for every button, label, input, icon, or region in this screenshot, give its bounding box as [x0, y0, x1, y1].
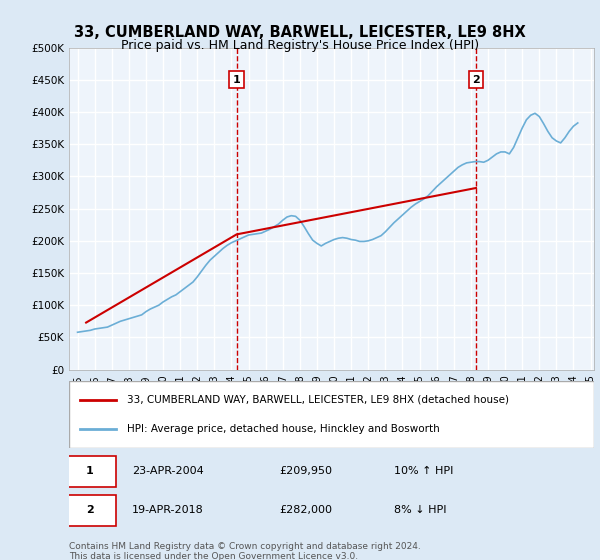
Text: Price paid vs. HM Land Registry's House Price Index (HPI): Price paid vs. HM Land Registry's House …: [121, 39, 479, 52]
Text: 33, CUMBERLAND WAY, BARWELL, LEICESTER, LE9 8HX (detached house): 33, CUMBERLAND WAY, BARWELL, LEICESTER, …: [127, 395, 509, 405]
Text: 2: 2: [86, 506, 94, 515]
Text: 1: 1: [233, 75, 241, 85]
FancyBboxPatch shape: [64, 456, 116, 487]
Text: 10% ↑ HPI: 10% ↑ HPI: [395, 466, 454, 476]
Text: £282,000: £282,000: [279, 506, 332, 515]
Text: Contains HM Land Registry data © Crown copyright and database right 2024.
This d: Contains HM Land Registry data © Crown c…: [69, 542, 421, 560]
Text: 23-APR-2004: 23-APR-2004: [132, 466, 204, 476]
Text: 8% ↓ HPI: 8% ↓ HPI: [395, 506, 447, 515]
FancyBboxPatch shape: [64, 495, 116, 526]
Text: 33, CUMBERLAND WAY, BARWELL, LEICESTER, LE9 8HX: 33, CUMBERLAND WAY, BARWELL, LEICESTER, …: [74, 25, 526, 40]
Text: £209,950: £209,950: [279, 466, 332, 476]
Text: 1: 1: [86, 466, 94, 476]
Text: HPI: Average price, detached house, Hinckley and Bosworth: HPI: Average price, detached house, Hinc…: [127, 424, 439, 434]
Text: 2: 2: [472, 75, 480, 85]
Text: 19-APR-2018: 19-APR-2018: [132, 506, 204, 515]
FancyBboxPatch shape: [69, 381, 594, 448]
